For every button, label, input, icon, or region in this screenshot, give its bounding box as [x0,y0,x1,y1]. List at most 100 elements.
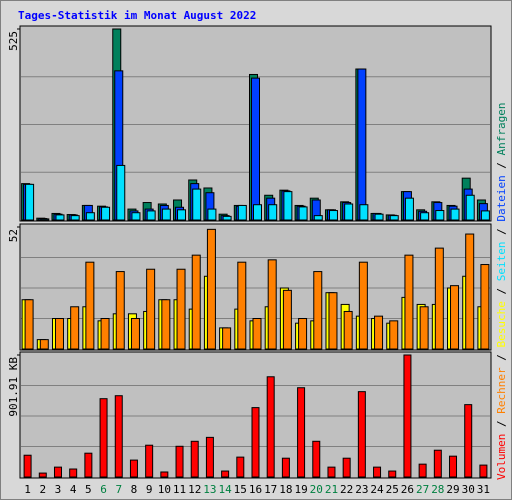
x-tick-label: 7 [115,483,122,496]
bar [161,208,171,221]
bar [298,206,308,221]
bar [207,208,217,221]
x-tick-label: 5 [85,483,92,496]
bar [297,387,306,478]
bar [374,315,384,350]
bar [252,318,262,350]
bar [343,310,353,350]
bar [359,204,369,221]
bar [267,259,277,350]
bar [100,318,110,350]
y-tick-label: 525 [7,31,20,51]
bar [131,212,141,221]
bar [176,268,186,350]
bar [175,445,184,478]
bar [192,188,202,221]
bar [344,203,354,221]
bar [54,318,64,350]
bar [70,306,80,350]
bar [84,452,93,478]
bar [313,271,323,350]
bar [25,183,35,221]
bar [251,407,260,478]
bar [222,215,232,221]
bar [312,440,321,478]
legend-separator: / [495,281,508,301]
legend-separator: / [495,222,508,242]
x-tick-label: 14 [218,483,232,496]
bar [420,212,430,221]
x-tick-label: 12 [188,483,201,496]
bar [145,444,154,478]
bar [205,436,214,478]
bar [161,299,171,350]
x-tick-label: 9 [146,483,153,496]
bar [403,354,412,478]
legend-entry: Seiten [495,242,508,282]
x-tick-label: 16 [249,483,262,496]
x-tick-label: 27 [416,483,429,496]
bar [298,318,308,350]
bar [236,456,245,478]
x-tick-label: 31 [477,483,490,496]
bar [251,77,260,221]
bar [23,454,32,478]
bar [160,471,169,478]
bar [480,210,490,221]
x-tick-label: 15 [234,483,247,496]
legend-separator: / [495,348,508,368]
bar [281,457,290,478]
bar [282,289,292,350]
bar [404,197,414,221]
bar [221,470,230,478]
bar [69,468,78,478]
bar [357,391,366,478]
bar [39,339,49,350]
bar [70,215,80,221]
bar [373,466,382,478]
bar [191,254,201,350]
x-tick-label: 10 [158,483,171,496]
bar [222,327,232,350]
bar [253,204,262,221]
bar [177,209,187,221]
x-tick-label: 22 [340,483,353,496]
bar [55,214,65,221]
bar [85,261,95,350]
x-tick-label: 19 [294,483,307,496]
bar [266,376,275,478]
bar [342,457,351,478]
bar [268,204,278,221]
bar [434,247,444,350]
x-tick-label: 6 [100,483,107,496]
bar [464,404,473,478]
bar [313,215,323,221]
bar [465,233,475,350]
bar [435,210,445,221]
x-tick-label: 24 [370,483,384,496]
bar [146,210,156,221]
bar [130,318,140,350]
bar [374,213,384,221]
x-tick-label: 18 [279,483,292,496]
bar [101,206,111,221]
bar [357,68,367,221]
bar [465,194,475,221]
bar [480,264,490,350]
x-tick-label: 21 [325,483,338,496]
x-tick-label: 30 [462,483,475,496]
bar [450,285,460,350]
bar [418,463,427,478]
bar [433,449,442,478]
y-tick-label: 52 [7,229,20,242]
bar [449,455,458,478]
bar [237,261,247,350]
bar [404,254,414,350]
bar [237,204,247,221]
x-tick-label: 20 [310,483,323,496]
bar [38,472,47,478]
legend: Volumen / Rechner / Besuche / Seiten / D… [495,102,508,480]
x-tick-label: 23 [355,483,368,496]
x-tick-label: 25 [386,483,399,496]
